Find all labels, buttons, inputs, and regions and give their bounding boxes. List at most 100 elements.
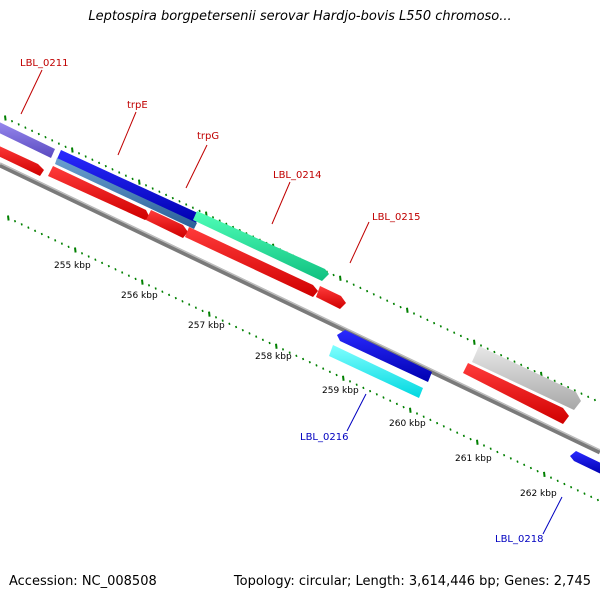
minor-tick — [17, 123, 20, 126]
minor-tick — [449, 428, 452, 431]
minor-tick — [20, 223, 23, 226]
gene-feature-lbl-0214[interactable] — [193, 211, 329, 281]
minor-tick — [185, 203, 188, 206]
minor-tick — [513, 360, 516, 363]
minor-tick — [386, 299, 389, 302]
major-tick — [4, 115, 7, 121]
minor-tick — [107, 264, 110, 268]
gene-feature-trpe[interactable] — [57, 150, 200, 223]
minor-tick — [382, 396, 385, 399]
minor-tick — [493, 350, 496, 354]
minor-tick — [40, 232, 43, 236]
minor-tick — [101, 261, 104, 265]
gene-label-lbl-0215[interactable]: LBL_0215 — [372, 212, 420, 223]
minor-tick — [134, 277, 137, 281]
minor-tick — [395, 402, 398, 406]
minor-tick — [57, 142, 60, 145]
minor-tick — [174, 296, 177, 300]
minor-tick — [489, 447, 492, 450]
major-tick — [71, 147, 74, 153]
minor-tick — [214, 316, 218, 319]
gene-label-lbl-0211[interactable]: LBL_0211 — [20, 58, 68, 69]
gene-feature-lbl-0211[interactable] — [0, 120, 55, 158]
orf-arrow[interactable] — [316, 286, 346, 309]
minor-tick — [402, 405, 405, 409]
minor-tick — [315, 364, 318, 367]
backbone — [0, 162, 600, 455]
minor-tick — [536, 469, 539, 473]
major-tick — [339, 275, 342, 281]
minor-tick — [520, 363, 523, 367]
minor-tick — [570, 485, 573, 489]
tick-label: 259 kbp — [322, 386, 359, 396]
orf-arrow[interactable] — [185, 227, 318, 297]
minor-tick — [228, 322, 231, 326]
minor-tick — [51, 139, 54, 142]
orf-arrow[interactable] — [146, 210, 188, 238]
minor-tick — [151, 187, 154, 190]
gene-feature-reverse-blue[interactable] — [337, 330, 432, 382]
minor-tick — [235, 325, 238, 329]
minor-tick — [459, 334, 462, 338]
minor-tick — [181, 300, 184, 303]
minor-tick — [509, 457, 512, 460]
gene-labels: LBL_0211 trpE trpG LBL_0214 LBL_0215 LBL… — [20, 58, 543, 545]
minor-tick — [64, 145, 67, 149]
gene-label-lbl-0216[interactable]: LBL_0216 — [300, 432, 348, 443]
minor-tick — [375, 393, 378, 396]
minor-tick — [412, 312, 416, 315]
minor-tick — [362, 386, 365, 390]
gene-label-lbl-0218[interactable]: LBL_0218 — [495, 534, 543, 545]
major-tick — [476, 439, 479, 445]
map-title: Leptospira borgpetersenii serovar Hardjo… — [88, 9, 512, 24]
major-tick — [409, 407, 412, 413]
minor-tick — [322, 367, 325, 370]
minor-tick — [366, 289, 369, 293]
gene-feature-lbl-0218[interactable] — [570, 451, 600, 474]
minor-tick — [590, 495, 593, 499]
minor-tick — [248, 332, 251, 335]
minor-tick — [433, 321, 436, 325]
minor-tick — [67, 245, 70, 249]
minor-tick — [144, 184, 148, 187]
orf-arrow[interactable] — [463, 363, 569, 424]
minor-tick — [389, 399, 392, 402]
minor-tick — [261, 338, 264, 342]
gene-label-trpg[interactable]: trpG — [197, 131, 219, 142]
minor-tick — [111, 168, 114, 171]
gene-label-lbl-0214[interactable]: LBL_0214 — [273, 170, 321, 181]
minor-tick — [308, 360, 311, 364]
minor-tick — [546, 376, 550, 379]
minor-tick — [241, 328, 244, 332]
minor-tick — [158, 190, 161, 193]
minor-tick — [47, 235, 50, 239]
minor-tick — [168, 293, 171, 297]
tick-label: 260 kbp — [389, 419, 426, 429]
minor-tick — [13, 219, 17, 223]
minor-tick — [288, 351, 291, 354]
topology-text: Topology: circular; Length: 3,614,446 bp… — [233, 574, 591, 589]
gene-feature-lbl-0215[interactable] — [472, 346, 581, 410]
major-tick — [275, 343, 278, 349]
tick-labels: 255 kbp 256 kbp 257 kbp 258 kbp 259 kbp … — [54, 261, 557, 499]
minor-tick — [500, 353, 503, 357]
forward-gene-track — [0, 120, 581, 410]
orf-arrow[interactable] — [0, 144, 44, 176]
gene-label-trpe[interactable]: trpE — [127, 100, 148, 111]
minor-tick — [563, 482, 566, 486]
minor-tick — [178, 200, 181, 203]
minor-tick — [345, 280, 349, 283]
minor-tick — [194, 306, 197, 309]
minor-tick — [335, 373, 338, 377]
minor-tick — [355, 383, 358, 386]
minor-tick — [462, 434, 465, 438]
reverse-gene-track — [329, 330, 600, 474]
gene-feature-trpg[interactable] — [55, 158, 197, 229]
minor-tick — [549, 476, 553, 479]
orf-arrow[interactable] — [48, 166, 150, 220]
minor-tick — [516, 460, 519, 463]
minor-tick — [496, 450, 499, 454]
gene-feature-lbl-0216[interactable] — [329, 345, 423, 398]
minor-tick — [218, 219, 221, 222]
